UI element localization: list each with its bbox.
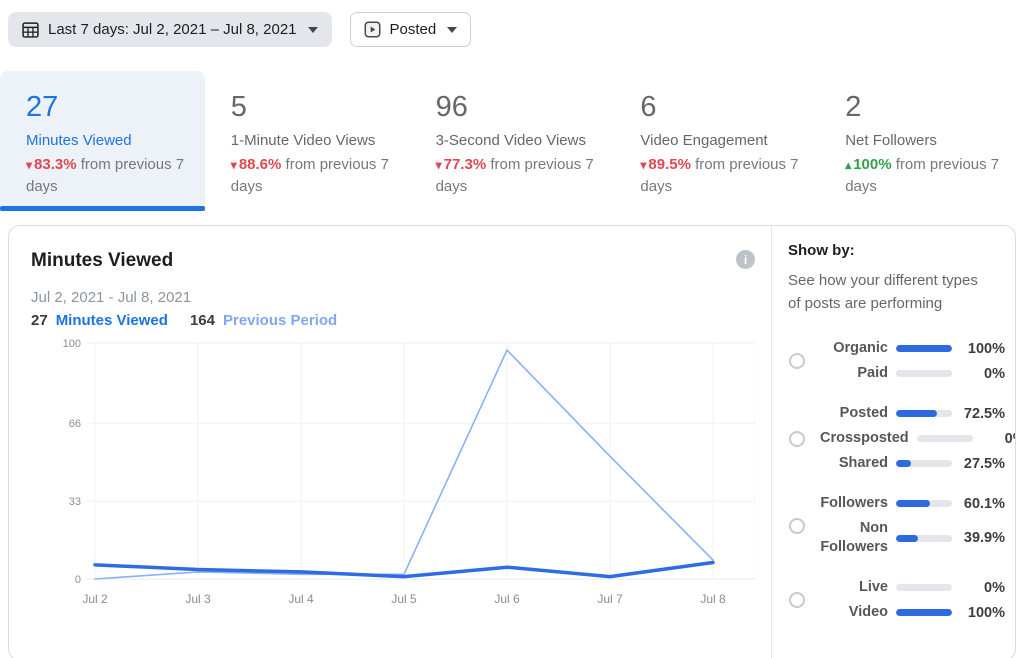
- chart-date-range: Jul 2, 2021 - Jul 8, 2021: [31, 289, 192, 306]
- progress-bar: [896, 345, 952, 352]
- date-range-dropdown[interactable]: Last 7 days: Jul 2, 2021 – Jul 8, 2021: [8, 12, 332, 47]
- radio-button[interactable]: [789, 517, 805, 534]
- show-by-row: Shared 27.5%: [838, 455, 1005, 472]
- minutes-viewed-chart: 0 33 66 100 Jul 2 Jul 3 Jul 4 Jul 5 Jul 6 Jul 7 Ju…: [63, 338, 756, 606]
- metric-value: 96: [435, 91, 468, 123]
- svg-text:100: 100: [63, 338, 81, 350]
- calendar-icon: [22, 21, 39, 38]
- metric-change: ▴ 100% from previous 7 days: [845, 156, 1000, 195]
- progress-bar: [916, 435, 973, 442]
- trend-down-icon: ▾: [230, 158, 237, 172]
- metric-cards-row: 27 Minutes Viewed ▾ 83.3% from previous 7…: [0, 71, 1024, 211]
- chevron-down-icon: [307, 26, 318, 33]
- show-by-group-posted-crossposted-shared: Posted 72.5% Crossposted 0% Shared 27.5%: [788, 404, 1015, 473]
- metric-card-video-engagement[interactable]: 6 Video Engagement ▾ 89.5% from previous …: [614, 71, 819, 211]
- svg-text:Jul 6: Jul 6: [494, 592, 520, 606]
- panel-title: Minutes Viewed: [31, 250, 174, 271]
- progress-bar: [896, 410, 952, 417]
- legend-previous-label[interactable]: Previous Period: [222, 312, 338, 329]
- show-by-title: Show by:: [788, 242, 855, 259]
- legend-previous-value: 164: [189, 312, 215, 329]
- progress-bar: [896, 500, 952, 507]
- show-by-row: Live 0%: [858, 579, 1005, 596]
- metric-value: 2: [845, 91, 862, 123]
- svg-text:Jul 2: Jul 2: [82, 592, 108, 606]
- svg-text:Jul 5: Jul 5: [391, 592, 417, 606]
- svg-text:Jul 3: Jul 3: [185, 592, 211, 606]
- trend-up-icon: ▴: [845, 158, 852, 172]
- svg-text:Jul 4: Jul 4: [288, 592, 314, 606]
- posted-filter-label: Posted: [389, 21, 437, 38]
- show-by-description: See how your different types of posts ar…: [788, 272, 978, 312]
- show-by-row: Video 100%: [848, 604, 1005, 621]
- metric-change: ▾ 89.5% from previous 7 days: [640, 156, 799, 195]
- metric-change: ▾ 83.3% from previous 7 days: [26, 156, 185, 195]
- metric-card-3-second-video-views[interactable]: 96 3-Second Video Views ▾ 77.3% from prev…: [410, 71, 615, 211]
- progress-bar: [896, 460, 952, 467]
- legend-current-value: 27: [31, 312, 48, 329]
- metric-change: ▾ 77.3% from previous 7 days: [435, 156, 594, 195]
- trend-down-icon: ▾: [26, 158, 33, 172]
- show-by-group-organic-paid: Organic 100% Paid 0%: [788, 339, 1005, 383]
- minutes-viewed-panel: Minutes Viewed i Jul 2, 2021 - Jul 8, 20…: [8, 225, 1016, 658]
- svg-text:Jul 7: Jul 7: [597, 592, 623, 606]
- show-by-group-live-video: Live 0% Video 100%: [788, 578, 1005, 622]
- metric-label: Net Followers: [845, 132, 937, 149]
- progress-bar: [896, 584, 952, 591]
- show-by-row: Crossposted 0%: [820, 430, 1015, 447]
- date-range-label: Last 7 days: Jul 2, 2021 – Jul 8, 2021: [48, 21, 297, 38]
- radio-button[interactable]: [789, 353, 805, 369]
- show-by-row: Non Followers 39.9%: [820, 520, 1005, 555]
- metric-label: Minutes Viewed: [26, 132, 132, 149]
- trend-down-icon: ▾: [640, 158, 647, 172]
- progress-bar: [896, 609, 952, 616]
- show-by-sidebar: Show by: See how your different types of…: [771, 226, 1015, 658]
- metric-value: 5: [230, 91, 247, 123]
- show-by-group-followers-nonfollowers: Followers 60.1% Non Followers 39.9%: [788, 494, 1005, 557]
- chevron-down-icon: [447, 26, 458, 33]
- metric-label: Video Engagement: [640, 132, 768, 149]
- metric-value: 27: [26, 91, 59, 123]
- show-by-row: Organic 100%: [833, 340, 1005, 357]
- chart-section: Minutes Viewed i Jul 2, 2021 - Jul 8, 20…: [9, 226, 771, 658]
- metric-card-1-minute-video-views[interactable]: 5 1-Minute Video Views ▾ 88.6% from previ…: [205, 71, 410, 211]
- trend-down-icon: ▾: [435, 158, 442, 172]
- metric-label: 1-Minute Video Views: [230, 132, 376, 149]
- posted-filter-dropdown[interactable]: Posted: [349, 12, 472, 47]
- show-by-row: Followers 60.1%: [820, 495, 1005, 512]
- metric-card-minutes-viewed[interactable]: 27 Minutes Viewed ▾ 83.3% from previous 7…: [0, 71, 205, 211]
- progress-bar: [896, 534, 952, 542]
- video-posted-icon: [364, 21, 381, 38]
- svg-text:33: 33: [69, 496, 81, 508]
- info-icon[interactable]: i: [736, 250, 755, 269]
- show-by-row: Posted 72.5%: [839, 405, 1005, 422]
- progress-bar: [896, 370, 952, 377]
- svg-text:Jul 8: Jul 8: [700, 592, 726, 606]
- svg-text:66: 66: [69, 418, 81, 430]
- radio-button[interactable]: [789, 592, 805, 608]
- legend-current-label[interactable]: Minutes Viewed: [55, 312, 168, 329]
- metric-label: 3-Second Video Views: [435, 132, 586, 149]
- radio-button[interactable]: [789, 430, 805, 447]
- metric-change: ▾ 88.6% from previous 7 days: [230, 156, 389, 195]
- metric-card-net-followers[interactable]: 2 Net Followers ▴ 100% from previous 7 da…: [819, 71, 1024, 211]
- toolbar: Last 7 days: Jul 2, 2021 – Jul 8, 2021 P…: [0, 0, 1024, 57]
- chart-legend: 27 Minutes Viewed 164 Previous Period: [31, 312, 771, 329]
- show-by-row: Paid 0%: [857, 365, 1005, 382]
- svg-text:0: 0: [75, 574, 81, 586]
- metric-value: 6: [640, 91, 657, 123]
